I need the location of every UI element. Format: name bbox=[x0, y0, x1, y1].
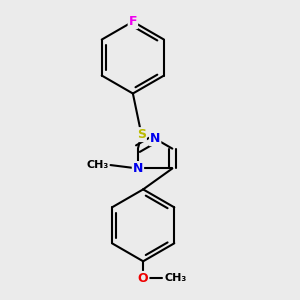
Text: F: F bbox=[129, 15, 137, 28]
Text: O: O bbox=[138, 272, 148, 285]
Text: CH₃: CH₃ bbox=[164, 273, 187, 284]
Text: N: N bbox=[150, 132, 160, 145]
Text: S: S bbox=[137, 128, 146, 141]
Text: CH₃: CH₃ bbox=[87, 160, 109, 170]
Text: N: N bbox=[133, 162, 143, 175]
